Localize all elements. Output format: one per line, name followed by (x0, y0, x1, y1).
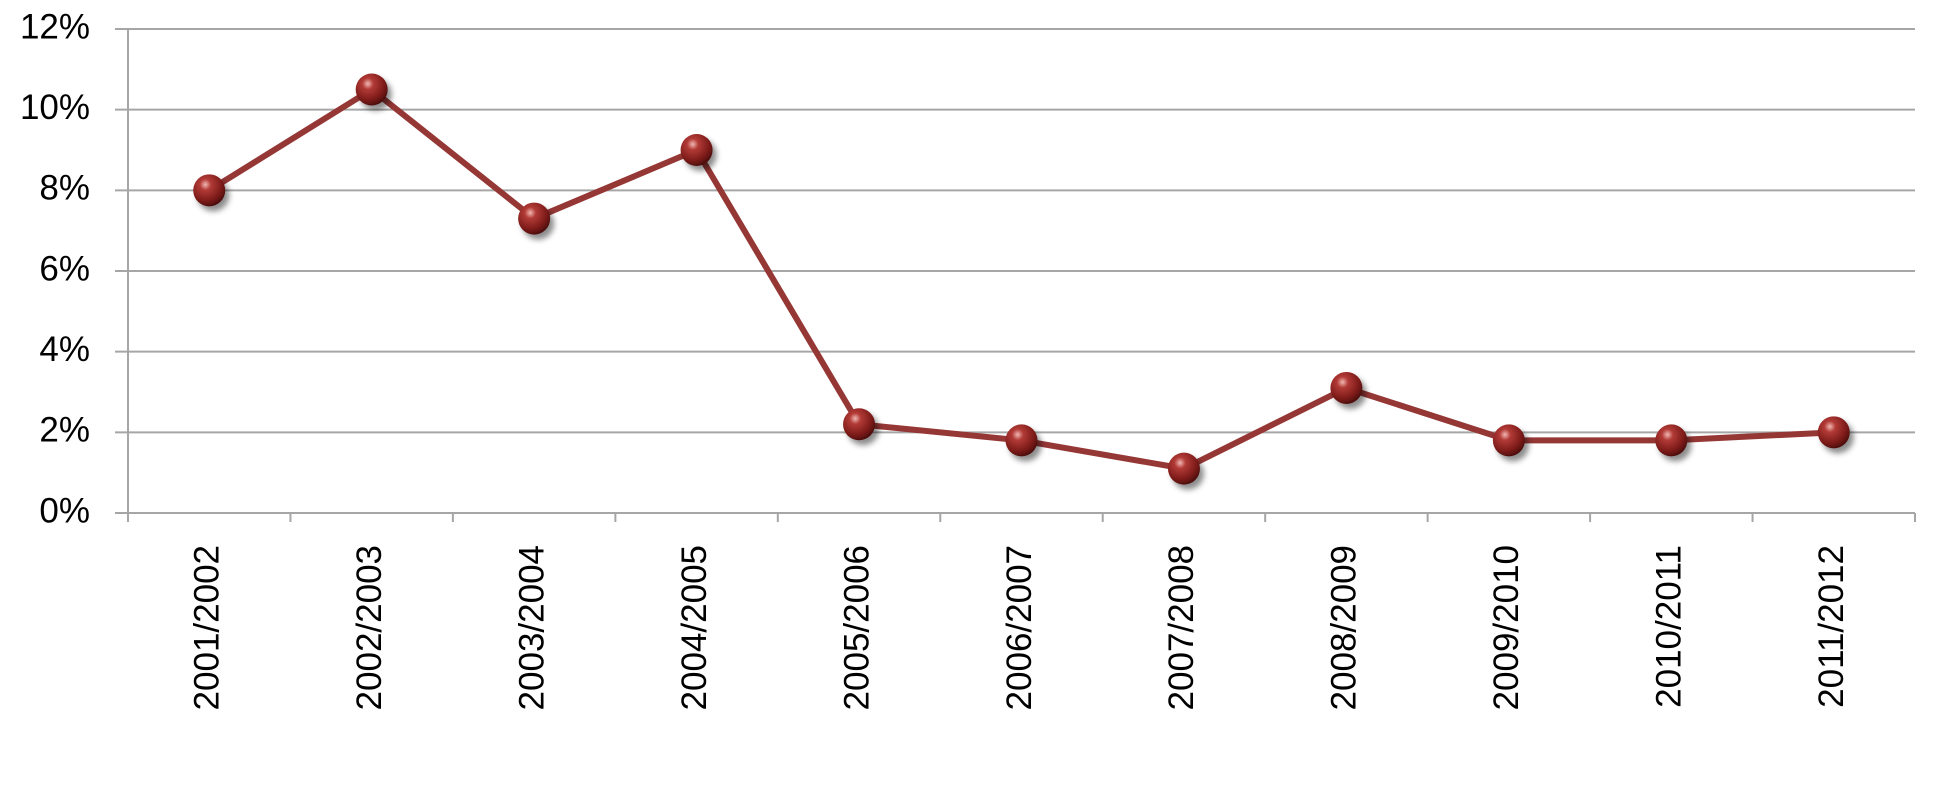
x-tick-label: 2003/2004 (512, 545, 551, 710)
y-tick-label: 6% (39, 249, 90, 288)
y-tick-label: 0% (39, 491, 90, 530)
x-tick-label: 2005/2006 (837, 545, 876, 710)
y-tick-label: 2% (39, 411, 90, 450)
data-point (193, 174, 226, 207)
x-tick-label: 2008/2009 (1325, 545, 1364, 710)
data-point (1167, 452, 1200, 485)
data-point (680, 134, 713, 166)
x-tick-label: 2004/2005 (675, 545, 714, 710)
data-point (843, 408, 876, 441)
x-tick-label: 2009/2010 (1487, 545, 1526, 710)
data-point (1005, 424, 1038, 457)
x-tick-label: 2010/2011 (1650, 545, 1689, 708)
y-tick-label: 4% (39, 330, 90, 369)
y-tick-label: 10% (20, 88, 90, 127)
y-tick-label: 8% (39, 169, 90, 208)
x-tick-label: 2006/2007 (1000, 545, 1039, 710)
data-line (207, 86, 1834, 472)
x-tick-label: 2001/2002 (187, 545, 226, 710)
x-tick-label: 2007/2008 (1162, 545, 1201, 710)
data-point (1330, 371, 1363, 404)
x-tick-label: 2011/2012 (1812, 545, 1851, 708)
data-point (1817, 416, 1850, 449)
data-point (1492, 424, 1525, 457)
data-point (355, 73, 388, 106)
y-tick-label: 12% (20, 7, 90, 46)
x-tick-label: 2002/2003 (350, 545, 389, 710)
data-point (1655, 424, 1688, 457)
data-point (518, 202, 551, 235)
